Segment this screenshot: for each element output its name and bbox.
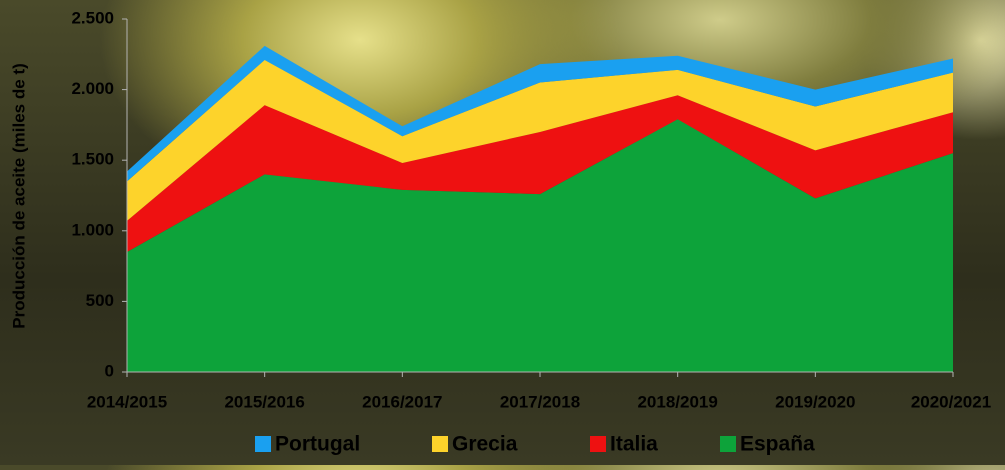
x-tick-label: 2020/2021 — [911, 392, 991, 411]
y-axis-title: Producción de aceite (miles de t) — [9, 63, 28, 328]
y-tick-label: 1.500 — [71, 150, 114, 169]
y-tick-label: 1.000 — [71, 220, 114, 239]
area — [127, 119, 953, 372]
x-tick-label: 2018/2019 — [637, 392, 717, 411]
legend-swatch — [720, 436, 736, 452]
legend-swatch — [255, 436, 271, 452]
x-tick-label: 2019/2020 — [775, 392, 855, 411]
x-tick-label: 2017/2018 — [500, 392, 580, 411]
area — [127, 95, 953, 252]
area — [127, 45, 953, 182]
legend-label: Portugal — [275, 433, 360, 456]
legend-label: España — [740, 433, 815, 456]
y-tick-label: 500 — [86, 291, 114, 310]
legend-swatch — [432, 436, 448, 452]
legend-label: Grecia — [452, 433, 518, 456]
y-tick-label: 0 — [105, 361, 114, 380]
x-tick-label: 2014/2015 — [87, 392, 167, 411]
y-tick-label: 2.500 — [71, 8, 114, 27]
legend-label: Italia — [610, 433, 658, 456]
x-tick-label: 2016/2017 — [362, 392, 442, 411]
y-tick-label: 2.000 — [71, 79, 114, 98]
legend-swatch — [590, 436, 606, 452]
area — [127, 59, 953, 221]
x-tick-label: 2015/2016 — [224, 392, 304, 411]
